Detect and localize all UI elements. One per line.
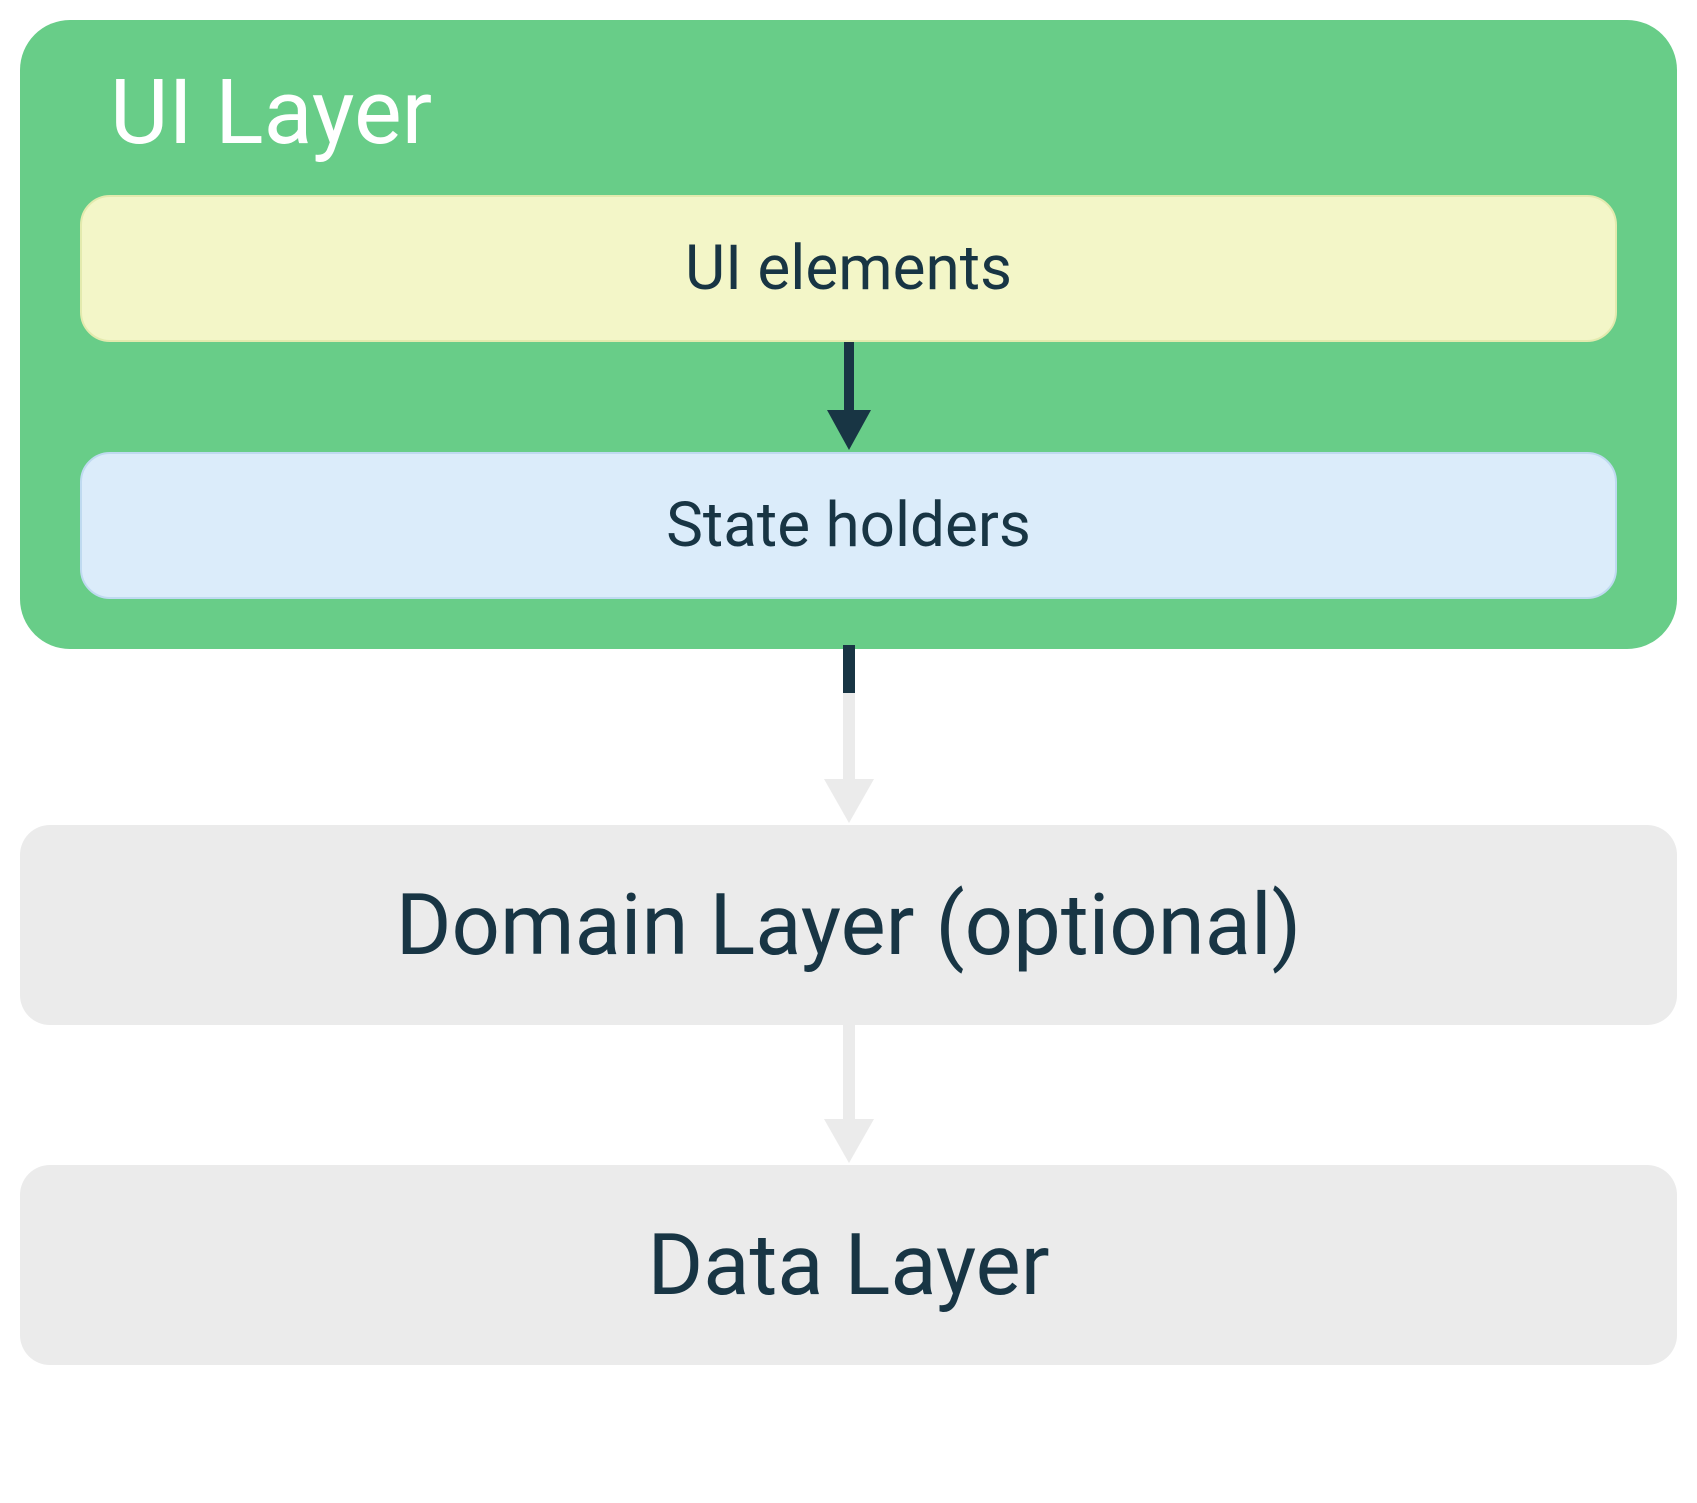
ui-layer-container: UI Layer UI elements State holders xyxy=(20,20,1677,649)
arrow-container-1 xyxy=(814,645,884,825)
domain-layer-box: Domain Layer (optional) xyxy=(20,825,1677,1025)
ui-elements-box: UI elements xyxy=(80,195,1617,342)
architecture-diagram: UI Layer UI elements State holders Domai… xyxy=(20,20,1677,1365)
arrow-down-icon xyxy=(814,1025,884,1165)
data-layer-box: Data Layer xyxy=(20,1165,1677,1365)
arrow-down-icon xyxy=(819,342,879,452)
arrow-down-icon xyxy=(814,645,884,825)
arrow-container-2 xyxy=(814,1025,884,1165)
inner-arrow-container xyxy=(80,342,1617,452)
ui-layer-title: UI Layer xyxy=(110,60,1617,165)
state-holders-box: State holders xyxy=(80,452,1617,599)
